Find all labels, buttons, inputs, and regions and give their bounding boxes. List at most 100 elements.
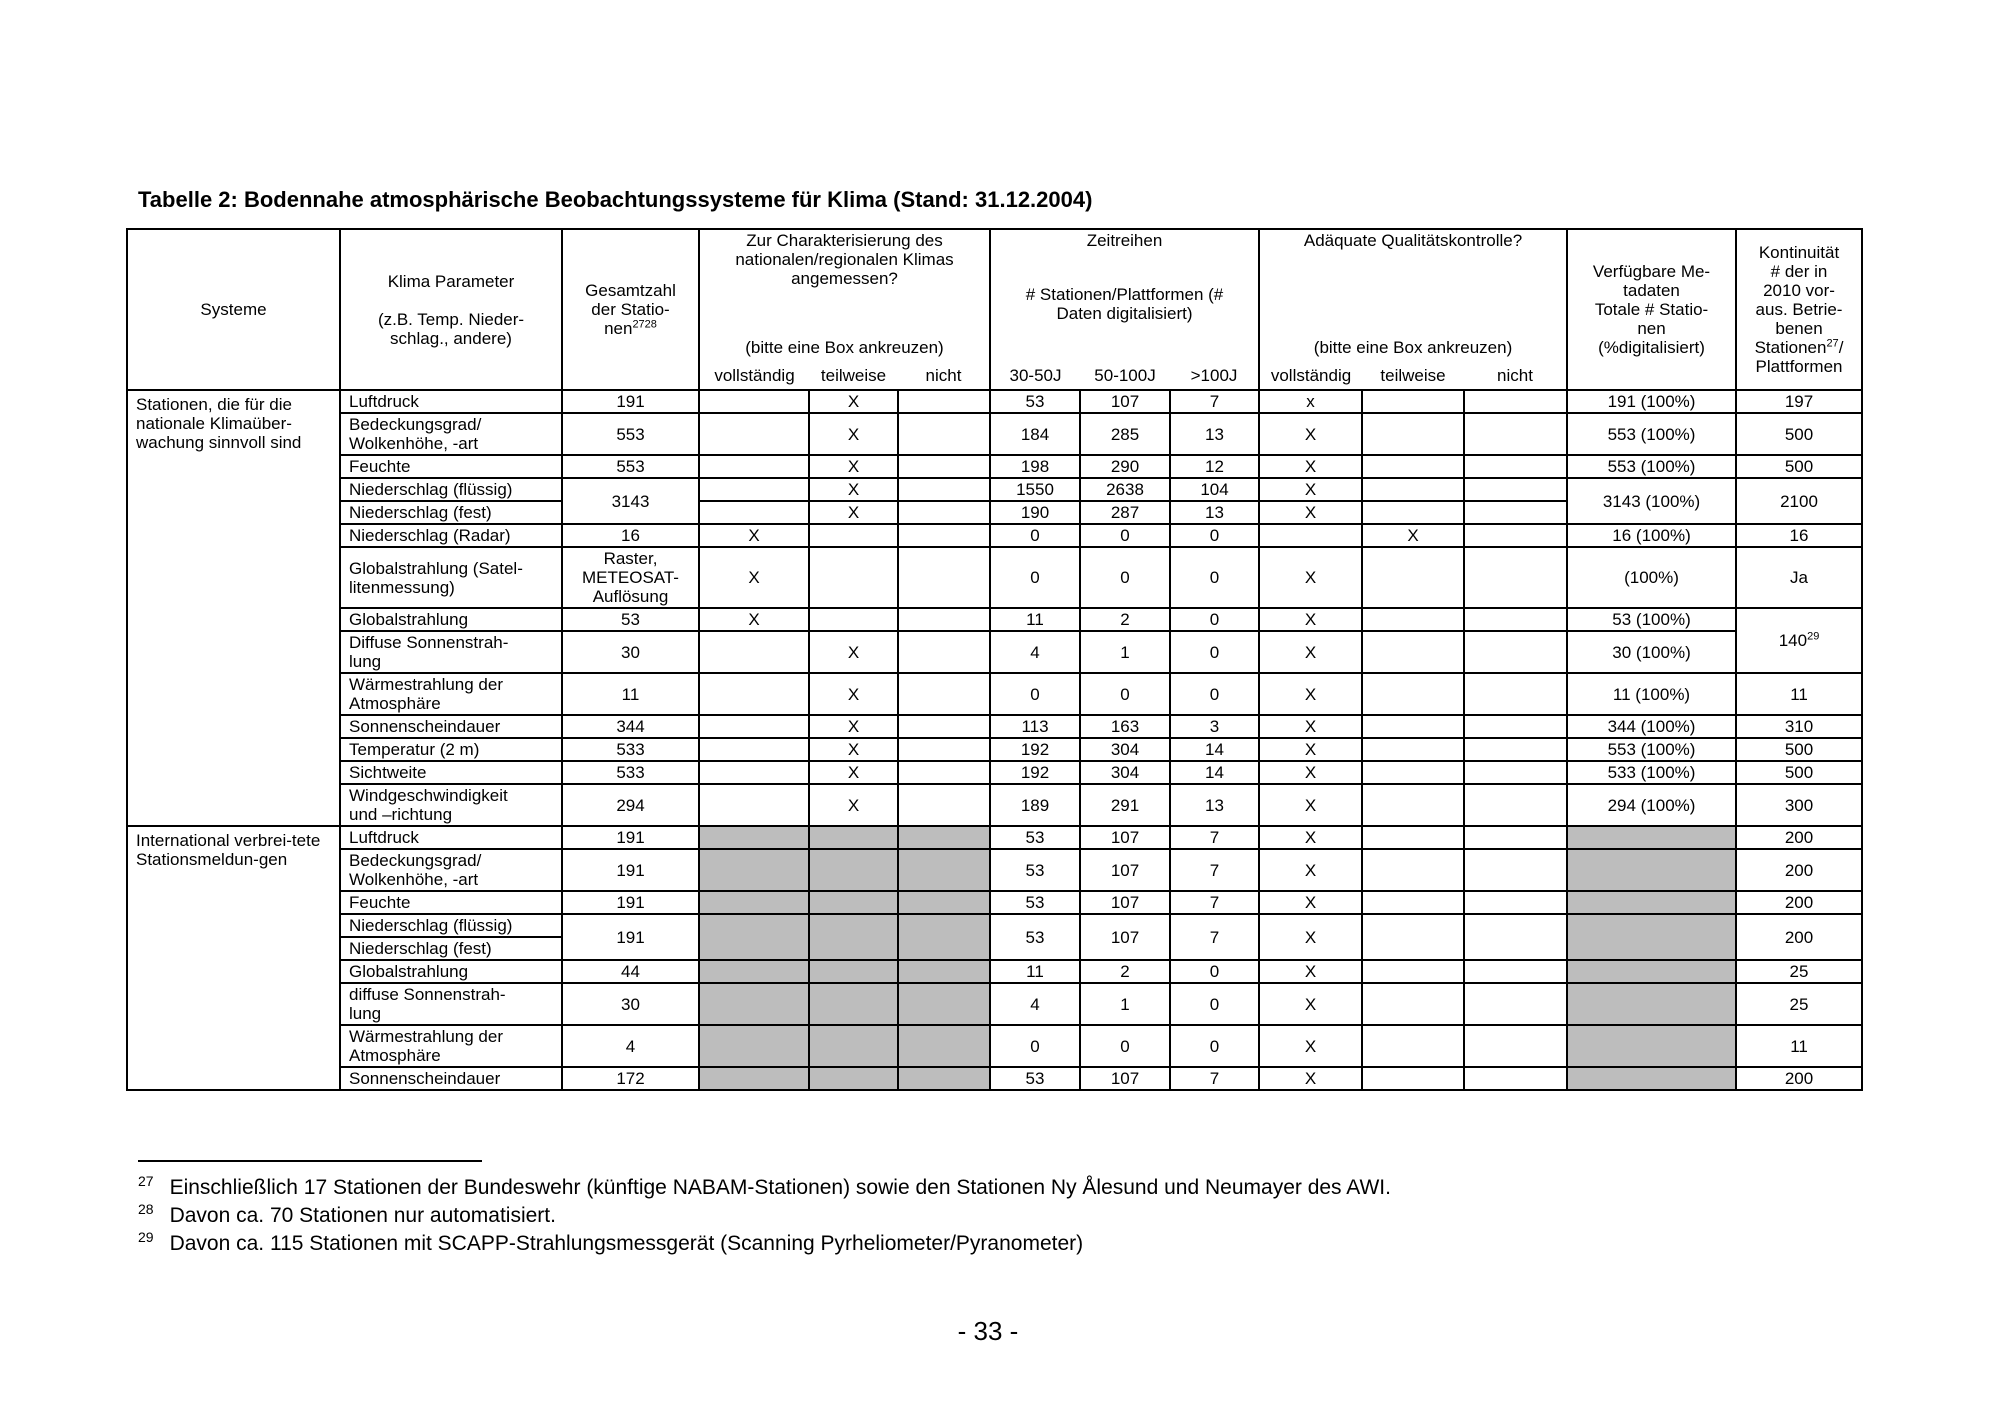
table-cell: 11 (100%)	[1566, 672, 1738, 716]
table-cell	[698, 890, 810, 915]
parameter-cell: Sonnenscheindauer	[339, 1066, 563, 1091]
table-cell	[698, 1024, 810, 1068]
table-cell: 11	[561, 672, 700, 716]
table-cell: 1550	[989, 477, 1081, 502]
table-cell	[1361, 760, 1466, 785]
table-cell: X	[1258, 630, 1364, 674]
table-cell: 200	[1735, 913, 1864, 961]
table-cell: 344 (100%)	[1566, 714, 1738, 739]
group-title: Adäquate Qualitätskontrolle?	[1303, 231, 1523, 250]
table-cell: 53	[989, 389, 1081, 414]
parameter-cell: Niederschlag (flüssig)	[339, 913, 563, 938]
table-cell: 107	[1079, 825, 1171, 850]
table-cell	[808, 1066, 899, 1091]
table-cell	[808, 848, 899, 892]
table-cell	[1361, 477, 1466, 502]
table-cell: 107	[1079, 913, 1171, 961]
table-cell	[1463, 737, 1569, 762]
table-cell	[1361, 546, 1466, 609]
table-row: Sichtweite 533 X 192 304 14 X 533 (100%) 500	[127, 760, 1864, 785]
table-cell	[808, 982, 899, 1026]
table-cell: 53	[989, 825, 1081, 850]
table-cell: 3	[1168, 714, 1261, 739]
table-cell	[698, 737, 810, 762]
table-title: Tabelle 2: Bodennahe atmosphärische Beob…	[138, 187, 1093, 212]
column-label: 30-50J	[989, 360, 1080, 391]
table-cell	[1463, 848, 1569, 892]
table-cell: X	[698, 607, 810, 632]
table-cell: 16	[1735, 523, 1864, 548]
table-row: Stationen, die für die nationale Klimaüb…	[126, 389, 1864, 827]
table-row: Niederschlag (fest) X 190 287 13 X	[127, 500, 1862, 525]
table-cell: 107	[1079, 389, 1171, 414]
table-cell: Ja	[1735, 546, 1864, 609]
table-cell: 294	[561, 783, 700, 827]
table-row: Globalstrahlung (Satel- litenmessung) Ras…	[127, 546, 1864, 609]
parameter-cell: Wärmestrahlung der Atmosphäre	[339, 1024, 563, 1068]
table-cell: 14	[1168, 737, 1261, 762]
table-row: Bedeckungsgrad/ Wolkenhöhe, -art 553 X 184 2…	[127, 412, 1864, 456]
table-cell: 11	[989, 607, 1081, 632]
table-cell	[808, 913, 899, 961]
parameter-cell: Feuchte	[339, 890, 563, 915]
table-cell	[1361, 737, 1466, 762]
parameter-cell: diffuse Sonnenstrah- lung	[339, 982, 563, 1026]
system-cell: Stationen, die für die nationale Klimaüb…	[126, 389, 341, 827]
table-cell: 7	[1168, 389, 1261, 414]
table-cell	[1463, 1024, 1569, 1068]
table-cell: 0	[1168, 982, 1261, 1026]
table-cell: 553 (100%)	[1566, 412, 1738, 456]
table-cell: 0	[989, 523, 1081, 548]
table-row: Niederschlag (Radar) 16 X 0 0 0 X 16 (100%) 16	[127, 523, 1864, 548]
table-cell	[698, 477, 810, 502]
table-cell: X	[1258, 672, 1364, 716]
table-row: Niederschlag (flüssig) 3143 X 1550 2638 104 X 3…	[127, 477, 1864, 525]
table-cell	[1361, 959, 1466, 984]
table-row: Temperatur (2 m) 533 X 192 304 14 X 553 (100%) 5…	[127, 737, 1864, 762]
table-cell	[1361, 714, 1466, 739]
table-cell	[1566, 1066, 1738, 1091]
parameter-cell: Luftdruck	[339, 389, 563, 414]
column-label: >100J	[1170, 360, 1261, 391]
table-cell	[897, 1066, 991, 1091]
table-cell: 113	[989, 714, 1081, 739]
table-cell: 200	[1735, 1066, 1864, 1091]
table-cell	[1463, 454, 1569, 479]
parameter-cell: Niederschlag (fest)	[339, 936, 563, 961]
table-cell	[808, 607, 899, 632]
table-cell: 304	[1079, 760, 1171, 785]
table-cell	[1361, 825, 1466, 850]
table-row: Sonnenscheindauer 172 53 107 7 X 200	[127, 1066, 1864, 1091]
table-cell: 30	[561, 630, 700, 674]
table-cell: 553 (100%)	[1566, 454, 1738, 479]
parameter-cell: Windgeschwindigkeit und –richtung	[339, 783, 563, 827]
table-cell: 189	[989, 783, 1081, 827]
table-cell	[1361, 607, 1466, 632]
table-cell	[1566, 890, 1738, 915]
table-cell	[1463, 477, 1569, 502]
table-cell: 2	[1079, 607, 1171, 632]
table-cell	[808, 890, 899, 915]
footnote: 28 Davon ca. 70 Stationen nur automatisie…	[138, 1202, 556, 1228]
table-cell	[1566, 825, 1738, 850]
table-cell	[1463, 714, 1569, 739]
table-cell: 25	[1735, 959, 1864, 984]
table-cell	[698, 672, 810, 716]
table-cell: 310	[1735, 714, 1864, 739]
header-text: Gesamtzahl der Statio- nen	[585, 281, 676, 338]
table-cell	[1361, 500, 1466, 525]
parameter-cell: Wärmestrahlung der Atmosphäre	[339, 672, 563, 716]
table-cell: X	[1258, 607, 1364, 632]
table-cell: 30	[561, 982, 700, 1026]
table-cell: 0	[1168, 546, 1261, 609]
table-cell: X	[1258, 848, 1364, 892]
parameter-cell: Niederschlag (fest)	[339, 500, 563, 525]
table-cell	[1463, 523, 1569, 548]
table-cell: X	[808, 714, 899, 739]
table-cell	[897, 825, 991, 850]
header-cell: Gesamtzahl der Statio- nen2728	[561, 228, 700, 391]
table-cell	[1566, 848, 1738, 892]
table-cell: X	[1258, 783, 1364, 827]
table-cell	[1258, 523, 1364, 548]
table-cell: 0	[1168, 630, 1261, 674]
